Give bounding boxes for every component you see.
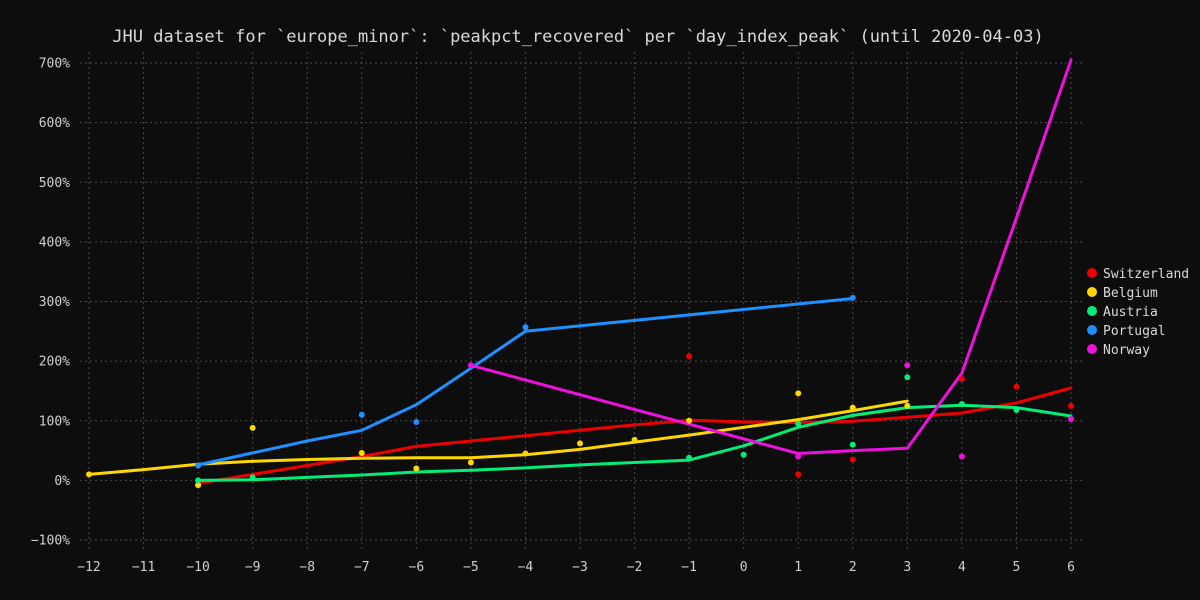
data-point (904, 402, 911, 409)
legend: Switzerland Belgium Austria Portugal Norway (1087, 267, 1189, 358)
y-tick-label: 500% (39, 176, 70, 191)
data-point (958, 401, 965, 408)
legend-marker (1087, 268, 1097, 278)
data-point (849, 294, 856, 301)
data-point (849, 441, 856, 448)
x-tick-label: 2 (849, 560, 857, 575)
data-point (577, 440, 583, 447)
x-tick-label: −11 (132, 560, 155, 575)
series-line (196, 403, 1073, 482)
legend-marker (1087, 344, 1097, 354)
data-point (522, 324, 529, 331)
data-point (358, 449, 365, 456)
x-tick-label: −5 (463, 560, 479, 575)
data-point (1068, 415, 1074, 422)
data-point (795, 390, 802, 397)
series-austria (196, 403, 1073, 482)
data-point (686, 353, 693, 360)
x-tick-label: −6 (409, 560, 425, 575)
data-point (195, 462, 202, 469)
y-tick-label: 700% (39, 57, 70, 72)
x-tick-label: −12 (77, 560, 100, 575)
x-tick-label: −1 (681, 560, 697, 575)
series (86, 58, 1074, 489)
series-norway (469, 58, 1073, 455)
y-tick-label: 400% (39, 235, 70, 250)
x-tick-label: −9 (245, 560, 261, 575)
data-point (249, 474, 256, 481)
data-point (1068, 402, 1074, 409)
legend-marker (1087, 325, 1097, 335)
y-tick-label: 200% (39, 355, 70, 370)
data-point (249, 424, 256, 431)
data-point (686, 454, 693, 461)
data-point (413, 465, 420, 472)
series-points-portugal (195, 294, 856, 469)
x-tick-label: −2 (627, 560, 643, 575)
x-tick-label: 5 (1013, 560, 1021, 575)
series-belgium (87, 399, 909, 476)
data-point (467, 459, 474, 466)
y-tick-label: 300% (39, 295, 70, 310)
data-point (686, 417, 693, 424)
legend-label: Portugal (1103, 324, 1166, 339)
axis-ticks: −12 −11 −10 −9 −8 −7 −6 −5 −4 −3 −2 −1 0 1 2 3 4 5 6−100%0… (31, 57, 1075, 576)
x-tick-label: −8 (299, 560, 315, 575)
x-tick-label: 4 (958, 560, 966, 575)
series-portugal (196, 297, 855, 467)
data-point (1013, 383, 1020, 390)
x-tick-label: 3 (903, 560, 911, 575)
y-tick-label: −100% (31, 534, 70, 549)
series-line (196, 297, 855, 467)
legend-marker (1087, 306, 1097, 316)
data-point (904, 362, 911, 369)
x-tick-label: −3 (572, 560, 588, 575)
data-point (958, 376, 965, 383)
legend-label: Norway (1103, 343, 1150, 358)
x-tick-label: −7 (354, 560, 370, 575)
chart-title: JHU dataset for `europe_minor`: `peakpct… (112, 27, 1043, 47)
data-point (195, 477, 202, 484)
series-points-norway (467, 362, 1074, 460)
data-point (413, 418, 420, 425)
legend-label: Switzerland (1103, 267, 1189, 282)
data-point (795, 471, 802, 478)
x-tick-label: −10 (186, 560, 209, 575)
x-tick-label: 1 (794, 560, 802, 575)
x-tick-label: 6 (1067, 560, 1075, 575)
data-point (740, 451, 747, 458)
legend-marker (1087, 287, 1097, 297)
data-point (195, 482, 202, 489)
series-line (87, 399, 909, 476)
data-point (958, 453, 965, 460)
series-points-belgium (86, 390, 911, 489)
data-point (1013, 407, 1020, 414)
data-point (467, 362, 474, 369)
legend-label: Austria (1103, 305, 1158, 320)
y-tick-label: 600% (39, 116, 70, 131)
x-tick-label: 0 (740, 560, 748, 575)
data-point (904, 374, 911, 381)
legend-label: Belgium (1103, 286, 1158, 301)
data-point (849, 456, 856, 463)
y-tick-label: 0% (54, 474, 70, 489)
data-point (631, 436, 638, 443)
data-point (795, 453, 802, 460)
y-tick-label: 100% (39, 414, 70, 429)
data-point (86, 471, 92, 478)
series-line (469, 58, 1073, 455)
data-point (522, 450, 529, 457)
x-tick-label: −4 (518, 560, 534, 575)
data-point (795, 420, 802, 427)
data-point (849, 404, 856, 411)
data-point (358, 411, 365, 418)
grid (80, 52, 1082, 550)
